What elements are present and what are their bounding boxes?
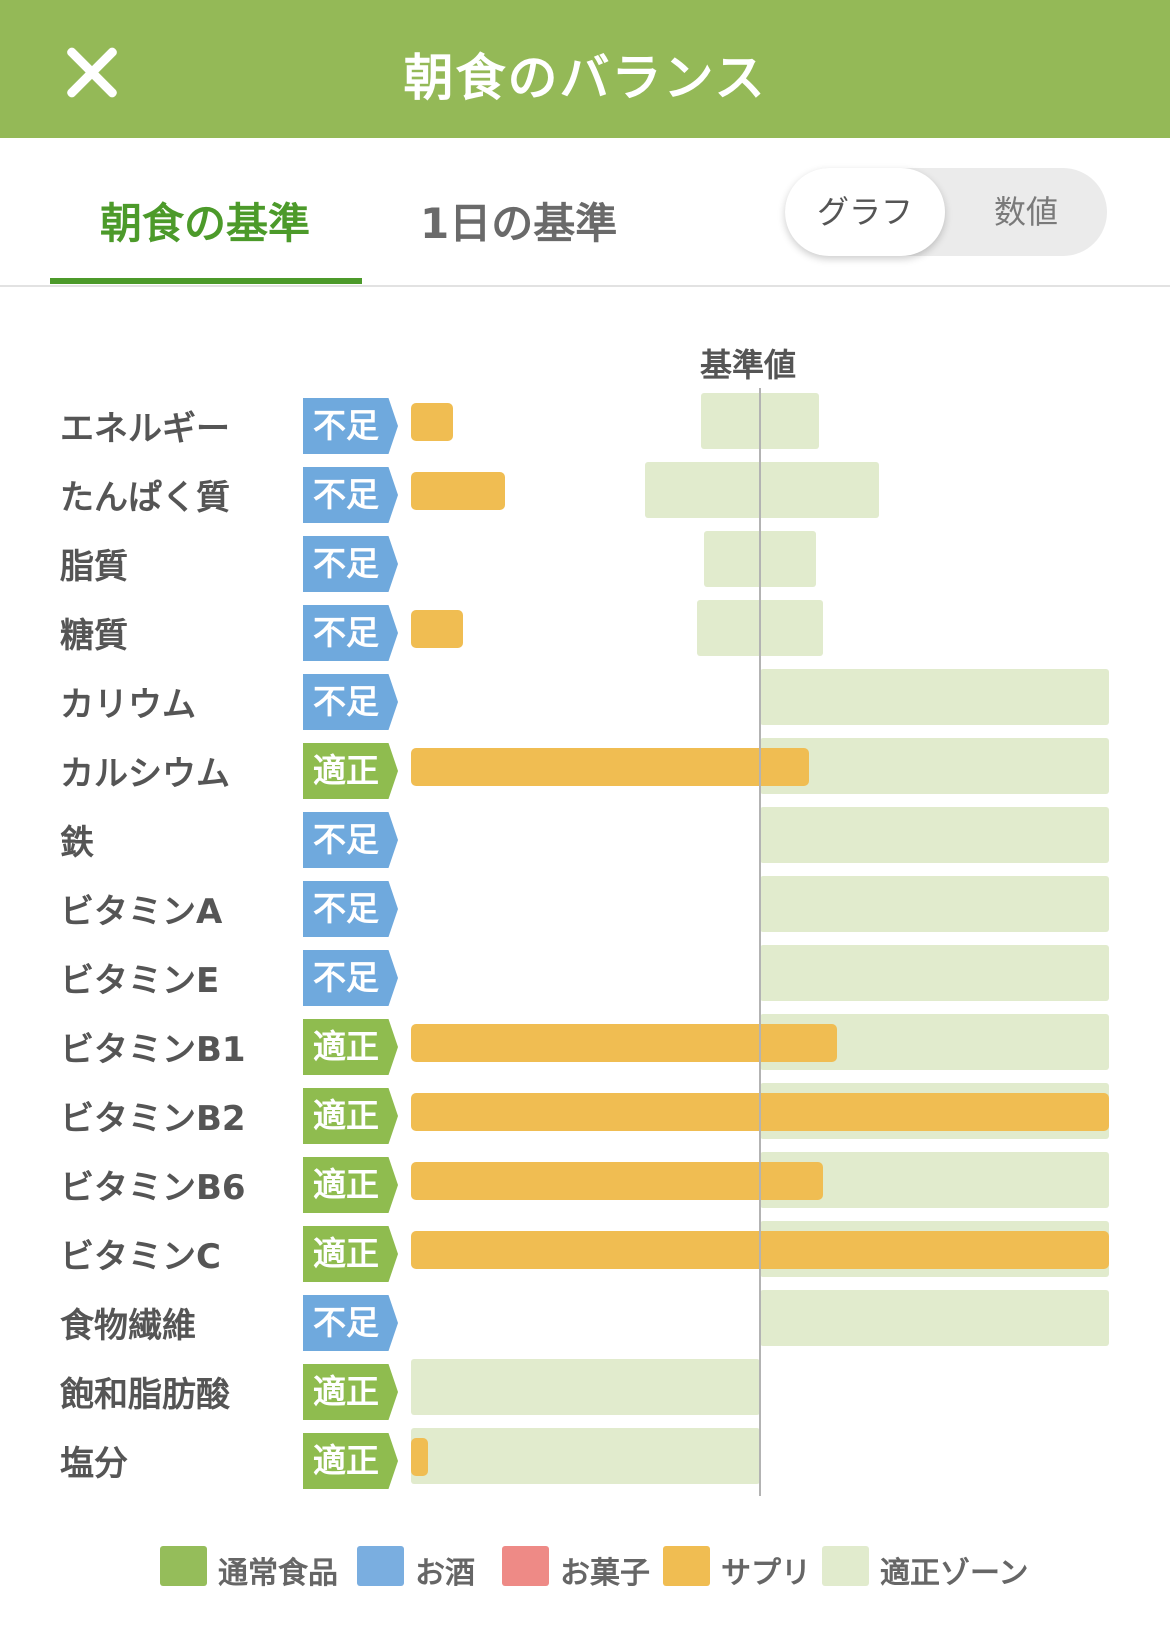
supplement-bar (411, 748, 809, 786)
status-badge: 適正 (303, 1019, 398, 1075)
status-badge: 不足 (303, 1295, 398, 1351)
status-badge: 不足 (303, 605, 398, 661)
legend-swatch (663, 1546, 710, 1586)
optimal-zone (760, 1290, 1109, 1346)
reference-line (759, 388, 761, 1496)
status-badge: 適正 (303, 1433, 398, 1489)
nutrient-row: 塩分 適正 (0, 1428, 1170, 1497)
legend-swatch (160, 1546, 207, 1586)
nutrient-row: たんぱく質 不足 (0, 462, 1170, 531)
nutrient-balance-chart: 基準値 エネルギー 不足 たんぱく質 不足 脂質 不足 糖質 不足 カリウム 不足 カルシウム 適正鉄… (0, 300, 1170, 1540)
legend-swatch (502, 1546, 549, 1586)
value-view-option[interactable]: 数値 (993, 193, 1058, 231)
optimal-zone (411, 1359, 760, 1415)
nutrient-row: 飽和脂肪酸 適正 (0, 1359, 1170, 1428)
nutrient-row: ビタミンB1 適正 (0, 1014, 1170, 1083)
tab-daily-standard[interactable]: 1日の基準 (420, 199, 618, 248)
nutrient-label: カリウム (60, 685, 196, 725)
optimal-zone (760, 738, 1109, 794)
nutrient-row: ビタミンB2 適正 (0, 1083, 1170, 1152)
nutrient-label: 塩分 (60, 1444, 128, 1484)
tab-bar: 朝食の基準 1日の基準 グラフ 数値 (0, 138, 1170, 287)
nutrient-label: ビタミンC (60, 1237, 221, 1277)
optimal-zone (644, 462, 879, 518)
legend-label: 適正ゾーン (880, 1556, 1029, 1591)
supplement-bar (411, 610, 464, 648)
legend-label: お酒 (415, 1556, 475, 1591)
supplement-bar (411, 1438, 429, 1476)
nutrient-label: ビタミンB6 (60, 1168, 246, 1208)
nutrient-label: ビタミンB2 (60, 1099, 246, 1139)
nutrient-row: ビタミンC 適正 (0, 1221, 1170, 1290)
nutrient-row: ビタミンB6 適正 (0, 1152, 1170, 1221)
nutrient-row: 鉄 不足 (0, 807, 1170, 876)
nutrient-label: カルシウム (60, 754, 230, 794)
legend-label: 通常食品 (218, 1556, 338, 1591)
supplement-bar (411, 1024, 837, 1062)
status-badge: 不足 (303, 950, 398, 1006)
legend: 通常食品 お酒 お菓子 サプリ 適正ゾーン (0, 1546, 1170, 1596)
page-title: 朝食のバランス (403, 49, 767, 107)
optimal-zone (760, 945, 1109, 1001)
nutrient-row: ビタミンE 不足 (0, 945, 1170, 1014)
view-toggle: グラフ 数値 (785, 168, 1107, 256)
nutrient-label: たんぱく質 (60, 478, 230, 518)
nutrient-label: 脂質 (60, 547, 128, 587)
nutrient-label: ビタミンB1 (60, 1030, 246, 1070)
legend-label: サプリ (721, 1556, 811, 1591)
nutrient-row: 糖質 不足 (0, 600, 1170, 669)
status-badge: 適正 (303, 1157, 398, 1213)
optimal-zone (760, 876, 1109, 932)
legend-swatch (357, 1546, 404, 1586)
tab-breakfast-standard[interactable]: 朝食の基準 (100, 199, 311, 248)
status-badge: 不足 (303, 881, 398, 937)
nutrient-row: カリウム 不足 (0, 669, 1170, 738)
nutrient-label: 飽和脂肪酸 (60, 1375, 230, 1415)
active-tab-indicator (50, 278, 362, 284)
nutrient-row: ビタミンA 不足 (0, 876, 1170, 945)
optimal-zone (411, 1428, 760, 1484)
legend-label: お菓子 (560, 1556, 650, 1591)
status-badge: 適正 (303, 743, 398, 799)
status-badge: 不足 (303, 536, 398, 592)
nutrient-row: エネルギー 不足 (0, 393, 1170, 462)
supplement-bar (411, 1162, 823, 1200)
status-badge: 適正 (303, 1364, 398, 1420)
nutrient-label: 食物繊維 (60, 1306, 196, 1346)
optimal-zone (760, 807, 1109, 863)
graph-view-option[interactable]: グラフ (785, 168, 945, 256)
status-badge: 適正 (303, 1226, 398, 1282)
nutrient-label: 糖質 (60, 616, 128, 656)
nutrient-label: ビタミンE (60, 961, 220, 1001)
nutrient-label: 鉄 (60, 823, 94, 863)
nutrient-label: ビタミンA (60, 892, 223, 932)
status-badge: 不足 (303, 398, 398, 454)
nutrient-row: 食物繊維 不足 (0, 1290, 1170, 1359)
supplement-bar (411, 403, 453, 441)
status-badge: 不足 (303, 674, 398, 730)
reference-label: 基準値 (700, 346, 797, 384)
legend-swatch (822, 1546, 869, 1586)
nutrient-row: カルシウム 適正 (0, 738, 1170, 807)
optimal-zone (760, 669, 1109, 725)
status-badge: 不足 (303, 812, 398, 868)
status-badge: 不足 (303, 467, 398, 523)
nutrient-label: エネルギー (60, 409, 230, 449)
nutrient-row: 脂質 不足 (0, 531, 1170, 600)
status-badge: 適正 (303, 1088, 398, 1144)
app-header: 朝食のバランス (0, 0, 1170, 138)
supplement-bar (411, 472, 506, 510)
